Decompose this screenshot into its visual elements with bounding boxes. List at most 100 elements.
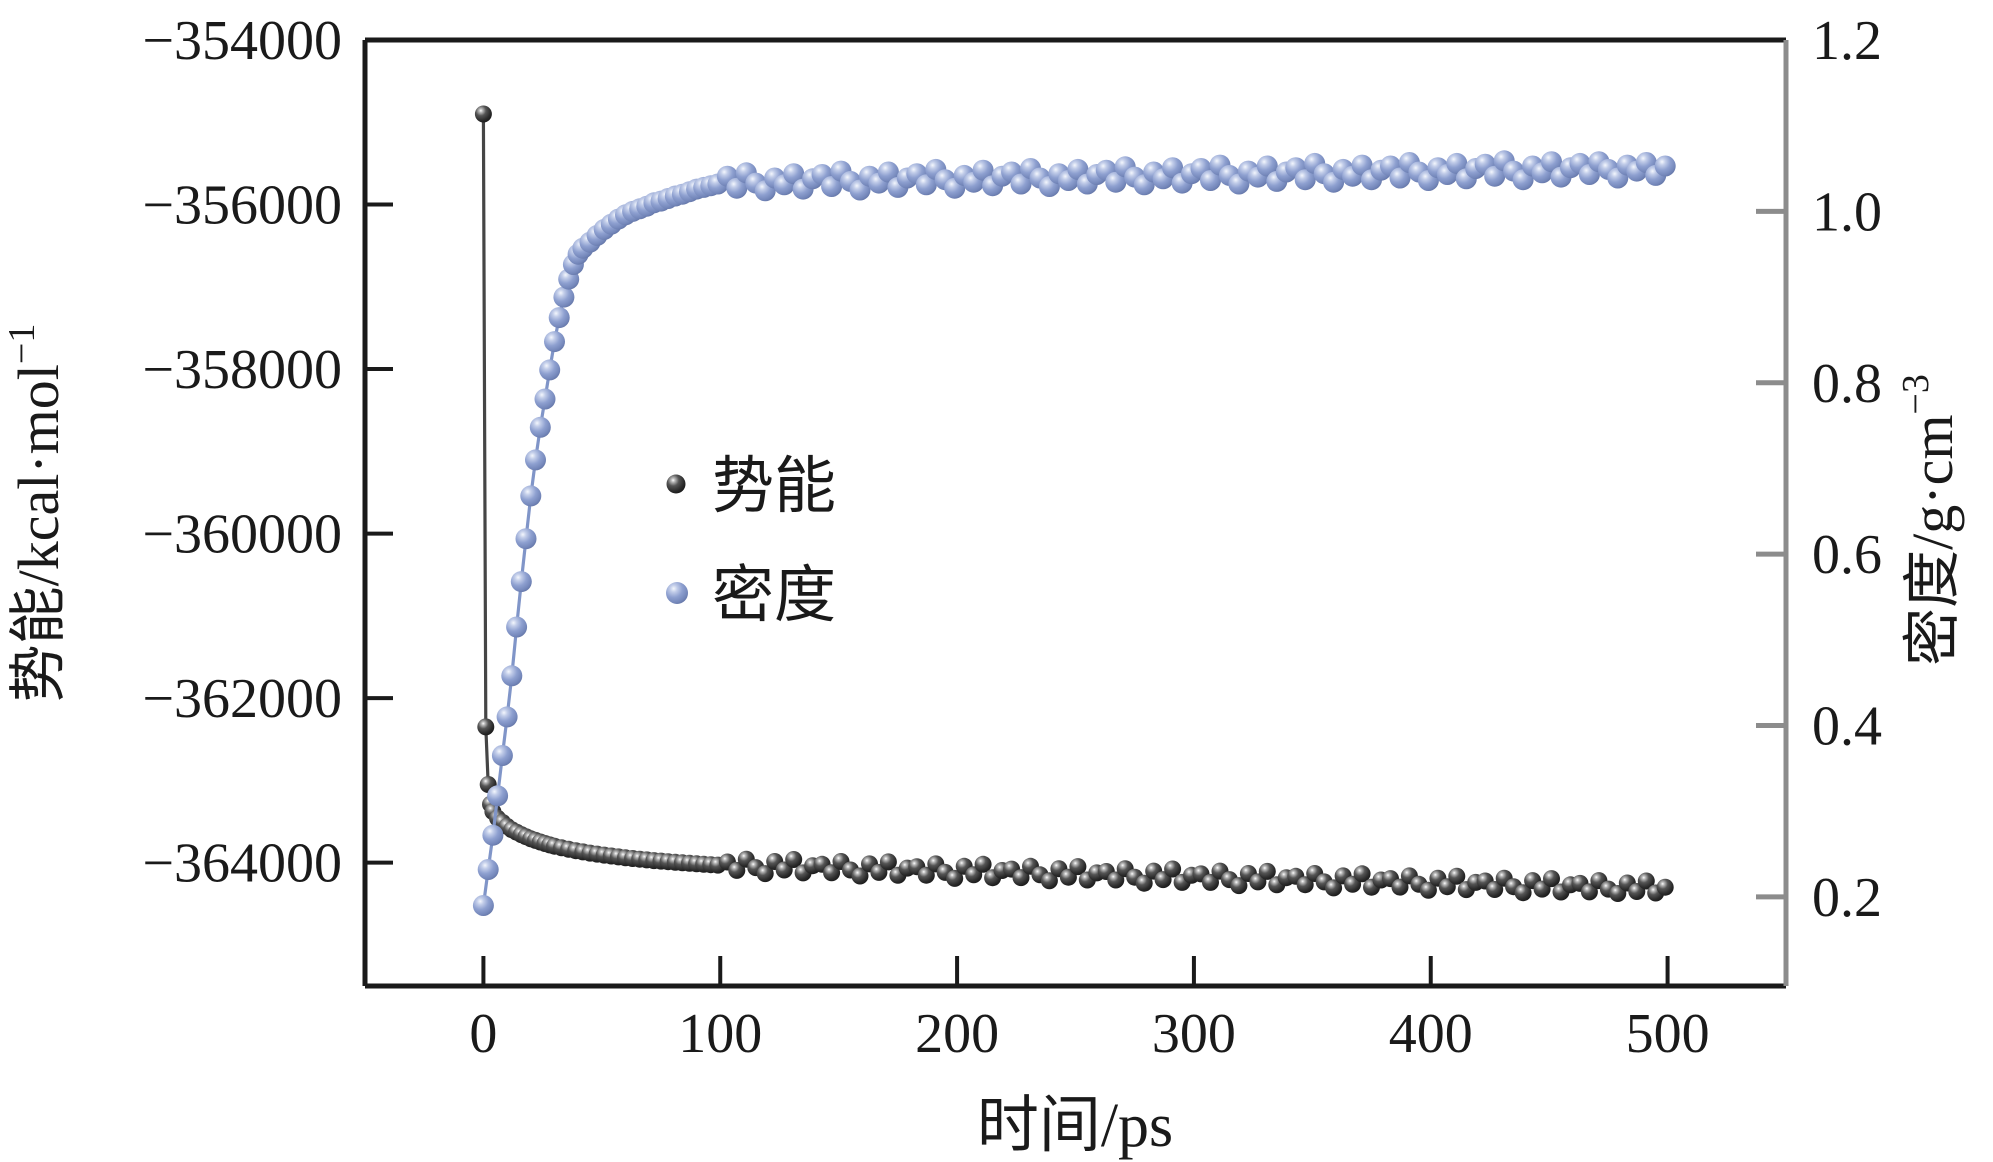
data-point [785,851,803,868]
data-point [1294,169,1316,191]
y-right-tick-label: 1.2 [1812,10,1882,72]
axis-right: 1.2 1.0 0.8 0.6 0.4 0.2 [1756,10,1882,929]
y-right-tick-label: 0.4 [1812,696,1882,758]
data-point [1353,865,1371,883]
data-point [1325,879,1343,897]
axis-left: −354000 −356000 −358000 −360000 −362000 −3640… [142,10,393,895]
data-point [487,785,509,807]
data-point [1543,870,1560,888]
data-point [946,869,964,887]
y-left-tick-label: −362000 [142,668,342,730]
data-point [544,331,565,353]
x-tick-label: 100 [678,1003,762,1065]
data-point [496,706,518,728]
data-point [515,528,537,550]
y-left-tick-label: −356000 [142,175,342,237]
data-point [1514,884,1532,902]
y-left-tick-label: −360000 [142,504,342,566]
data-point [1202,873,1219,891]
legend-label-potential-energy: 势能 [712,453,836,521]
data-point [1446,152,1468,174]
data-point [823,864,841,882]
data-point [1258,862,1276,880]
data-point [506,616,528,638]
y-right-tick-label: 0.6 [1812,524,1882,586]
data-point [1010,173,1032,195]
data-point [510,571,532,593]
data-point [972,159,994,181]
data-point [879,853,897,871]
data-point [1296,876,1314,894]
data-point [851,867,869,885]
data-point [877,161,899,183]
data-point [821,176,843,197]
data-point [1162,157,1184,179]
x-tick-label: 200 [915,1003,999,1065]
series-potential-energy [474,105,1674,902]
series-line [481,113,1667,896]
data-point [482,824,504,846]
data-point [1164,860,1182,878]
series-density [472,150,1676,916]
data-point [1012,869,1030,887]
data-point [1654,155,1676,177]
x-tick-label: 300 [1152,1003,1236,1065]
data-point [1069,858,1087,876]
data-point [756,865,774,883]
data-point [917,866,935,884]
data-point [1389,167,1411,189]
data-point [520,485,542,507]
y-left-tick-label: −354000 [142,10,342,72]
legend-marker-potential-energy-icon [666,474,686,494]
data-point [1200,170,1221,191]
data-point [491,745,513,766]
data-point [1580,883,1598,901]
data-point [1419,881,1437,899]
x-axis-title: 时间/ps [977,1092,1173,1160]
y-right-tick-label: 0.2 [1812,867,1882,929]
data-point [1391,878,1409,896]
data-point [1541,151,1562,173]
y-right-tick-label: 1.0 [1812,181,1882,243]
data-point [534,388,556,410]
y-left-tick-label: −364000 [142,833,342,895]
y-right-axis-title: 密度/g·cm−3 [1895,374,1965,666]
data-point [548,307,570,329]
data-point [1484,165,1506,187]
y-right-tick-label: 0.8 [1812,353,1882,415]
data-point [529,416,551,438]
data-point [477,859,499,880]
data-point [726,177,748,199]
plot-frame [362,37,1789,989]
data-point [553,286,575,308]
data-point [525,449,546,471]
y-left-tick-label: −358000 [142,339,342,401]
data-point [974,855,992,873]
data-point [501,665,523,687]
data-point [1135,874,1153,892]
data-point [472,895,494,916]
data-point [539,359,561,381]
data-point [783,163,805,185]
data-point [1256,155,1278,177]
data-point [1107,871,1125,889]
data-point [728,861,746,879]
y-left-axis-title: 势能/kcal·mol−1 [1,324,71,703]
legend-marker-density-icon [666,582,688,604]
data-point [1448,867,1466,885]
data-point [1637,872,1655,890]
series-line [481,158,1667,906]
data-point [915,174,937,196]
data-point [474,105,492,123]
x-tick-label: 500 [1626,1003,1710,1065]
data-point [1656,878,1674,896]
data-point [1040,872,1058,890]
data-point [1230,877,1248,895]
axis-bottom: 0 100 200 300 400 500 [469,956,1710,1065]
data-point [477,718,495,736]
legend-label-density: 密度 [712,562,836,630]
x-tick-label: 0 [469,1003,497,1065]
